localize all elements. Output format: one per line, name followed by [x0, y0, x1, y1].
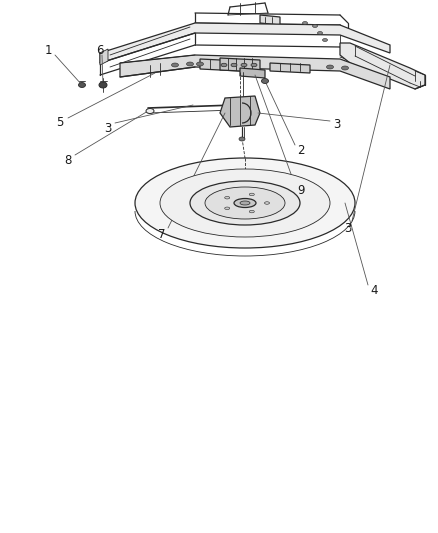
- Ellipse shape: [78, 83, 85, 87]
- Polygon shape: [240, 68, 265, 78]
- Ellipse shape: [190, 181, 300, 225]
- Ellipse shape: [221, 63, 227, 67]
- Text: 1: 1: [44, 44, 52, 56]
- Ellipse shape: [205, 187, 285, 219]
- Polygon shape: [100, 49, 108, 65]
- Ellipse shape: [249, 193, 254, 196]
- Ellipse shape: [146, 109, 154, 114]
- Ellipse shape: [265, 202, 269, 204]
- Polygon shape: [260, 15, 280, 25]
- Ellipse shape: [322, 38, 328, 42]
- Ellipse shape: [234, 198, 256, 207]
- Text: 7: 7: [158, 229, 166, 241]
- Text: 4: 4: [370, 285, 378, 297]
- Ellipse shape: [239, 137, 245, 141]
- Text: 3: 3: [104, 122, 112, 134]
- Ellipse shape: [99, 82, 107, 88]
- Ellipse shape: [160, 169, 330, 237]
- Ellipse shape: [231, 63, 237, 67]
- Ellipse shape: [187, 62, 194, 66]
- Ellipse shape: [241, 63, 247, 67]
- Polygon shape: [100, 23, 390, 63]
- Ellipse shape: [197, 62, 204, 66]
- Polygon shape: [340, 43, 425, 89]
- Text: 6: 6: [96, 44, 104, 56]
- Text: 3: 3: [344, 222, 352, 235]
- Ellipse shape: [135, 158, 355, 248]
- Text: 2: 2: [297, 143, 305, 157]
- Text: 5: 5: [57, 117, 64, 130]
- Polygon shape: [270, 63, 310, 73]
- Ellipse shape: [342, 66, 349, 70]
- Polygon shape: [220, 96, 260, 127]
- Ellipse shape: [303, 21, 307, 25]
- Ellipse shape: [251, 63, 257, 67]
- Ellipse shape: [312, 25, 318, 28]
- Text: 3: 3: [333, 118, 341, 132]
- Ellipse shape: [225, 207, 230, 209]
- Polygon shape: [120, 55, 390, 89]
- Ellipse shape: [318, 31, 322, 35]
- Text: 9: 9: [297, 183, 305, 197]
- Ellipse shape: [326, 65, 333, 69]
- Ellipse shape: [249, 211, 254, 213]
- Polygon shape: [220, 58, 260, 72]
- Ellipse shape: [240, 201, 250, 205]
- Polygon shape: [200, 59, 240, 71]
- Text: 8: 8: [64, 155, 72, 167]
- Ellipse shape: [261, 78, 268, 84]
- Ellipse shape: [172, 63, 179, 67]
- Ellipse shape: [225, 197, 230, 199]
